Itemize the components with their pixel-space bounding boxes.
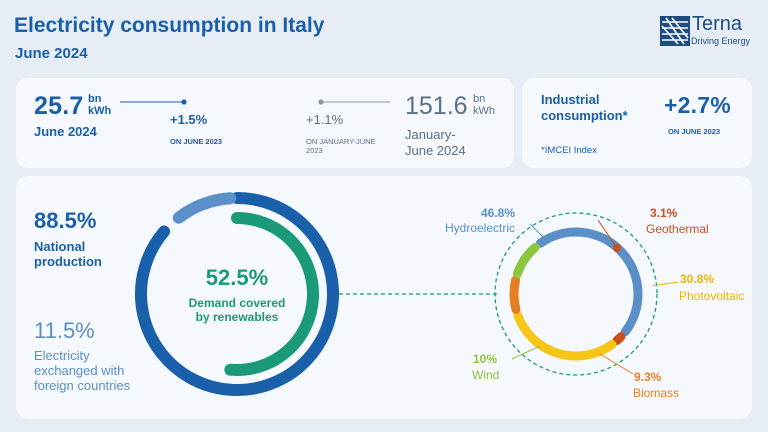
ytd-trend-line xyxy=(318,99,390,105)
renewables-label: Demand covered by renewables xyxy=(188,296,286,324)
ytd-value: 151.6 xyxy=(405,92,468,120)
page-title: Electricity consumption in Italy xyxy=(14,14,325,37)
renewables-pct: 52.5% xyxy=(205,265,269,290)
hydroelectric-arc xyxy=(535,227,643,337)
ytd-change: +1.1% xyxy=(306,112,344,127)
wind-arc xyxy=(512,242,540,279)
hydroelectric-pct: 46.8% xyxy=(481,206,516,220)
source-leader-lines xyxy=(511,223,679,375)
foreign-exchange-label: Electricity exchanged with foreign countri… xyxy=(34,348,131,393)
ytd-change-reference: ON JANUARY-JUNE 2023 xyxy=(306,137,376,155)
sources-dashed-circle xyxy=(494,212,658,376)
geothermal-leader-line xyxy=(597,219,618,249)
monthly-value: 25.7 xyxy=(34,92,84,120)
wind-pct: 10% xyxy=(473,352,498,366)
terna-logo-icon xyxy=(660,16,690,46)
industrial-label: Industrial consumption* xyxy=(541,92,628,123)
geothermal-arc xyxy=(612,332,626,346)
geothermal-label: Geothermal xyxy=(646,222,709,236)
monthly-change-reference: ON JUNE 2023 xyxy=(170,137,223,146)
national-production-label: National production xyxy=(34,239,102,269)
logo-name: Terna xyxy=(692,13,743,35)
hydroelectric-label: Hydroelectric xyxy=(445,221,516,235)
geothermal-pct: 3.1% xyxy=(650,206,678,220)
industrial-footnote: *IMCEI Index xyxy=(541,145,597,156)
wind-label: Wind xyxy=(472,368,500,382)
renewables-arc xyxy=(224,212,319,376)
national-production-pct: 88.5% xyxy=(34,208,97,233)
biomass-label: Biomass xyxy=(633,386,680,400)
national-production-arc xyxy=(135,192,339,396)
industrial-change: +2.7% xyxy=(664,92,731,118)
photovoltaic-pct: 30.8% xyxy=(680,272,715,286)
consumption-card xyxy=(16,78,514,168)
foreign-exchange-pct: 11.5% xyxy=(34,318,95,343)
biomass-arc xyxy=(509,275,521,314)
energy-rings-graphic xyxy=(135,192,658,396)
photovoltaic-label: Photovoltaic xyxy=(679,289,745,303)
monthly-unit: bn kWh xyxy=(88,93,112,117)
ytd-period: January- June 2024 xyxy=(405,127,466,158)
page-subtitle: June 2024 xyxy=(15,45,88,62)
industrial-change-reference: ON JUNE 2023 xyxy=(668,127,721,136)
foreign-exchange-arc xyxy=(172,192,237,224)
monthly-change: +1.5% xyxy=(170,112,208,127)
monthly-period: June 2024 xyxy=(34,124,97,139)
industrial-card xyxy=(522,78,752,168)
logo-tagline: Driving Energy xyxy=(691,36,751,46)
photovoltaic-arc xyxy=(513,311,617,361)
monthly-trend-line xyxy=(120,99,187,105)
ytd-unit: bn kWh xyxy=(473,93,495,117)
biomass-pct: 9.3% xyxy=(634,370,662,384)
